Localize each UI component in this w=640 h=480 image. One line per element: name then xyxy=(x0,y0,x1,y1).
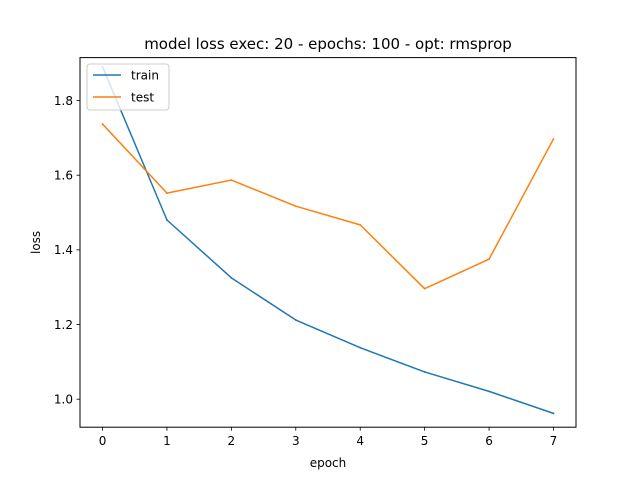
x-tick-label: 3 xyxy=(292,434,300,448)
data-point-test xyxy=(230,179,233,181)
y-axis-ticks: 1.0 1.2 1.4 1.6 1.8 xyxy=(54,94,80,407)
x-tick-label: 0 xyxy=(99,434,107,448)
data-point-test xyxy=(101,123,104,125)
data-point-test xyxy=(166,192,168,195)
y-tick-label: 1.2 xyxy=(54,318,73,332)
y-tick-label: 1.6 xyxy=(54,169,73,183)
x-tick-label: 7 xyxy=(550,434,558,448)
data-point-test xyxy=(359,223,362,226)
y-axis-label: loss xyxy=(29,231,43,254)
y-tick-label: 1.0 xyxy=(54,393,73,407)
series-line-test xyxy=(101,122,555,290)
legend-label-test: test xyxy=(131,91,154,105)
data-point-train xyxy=(488,390,490,393)
data-point-test xyxy=(552,138,555,140)
data-point-train xyxy=(230,276,233,279)
y-tick-label: 1.4 xyxy=(54,243,73,257)
data-point-train xyxy=(359,346,362,349)
y-tick-label: 1.8 xyxy=(54,94,73,108)
data-point-test xyxy=(294,205,297,208)
plot-lines xyxy=(101,65,555,415)
x-axis-ticks: 0 1 2 3 4 5 6 7 xyxy=(99,427,558,448)
x-tick-label: 4 xyxy=(356,434,364,448)
x-tick-label: 6 xyxy=(485,434,493,448)
data-point-train xyxy=(552,412,555,415)
series-line-train xyxy=(101,65,555,415)
data-point-train xyxy=(294,319,297,321)
x-tick-label: 1 xyxy=(163,434,171,448)
x-tick-label: 2 xyxy=(228,434,236,448)
legend: train test xyxy=(86,63,170,111)
data-point-train xyxy=(166,219,168,221)
x-tick-label: 5 xyxy=(421,434,429,448)
x-axis-label: epoch xyxy=(310,456,347,470)
legend-label-train: train xyxy=(131,69,159,83)
data-point-test xyxy=(488,258,490,261)
data-point-test xyxy=(423,287,426,290)
data-point-train xyxy=(423,371,426,373)
plot-frame xyxy=(79,57,577,428)
chart-title: model loss exec: 20 - epochs: 100 - opt:… xyxy=(144,35,512,53)
